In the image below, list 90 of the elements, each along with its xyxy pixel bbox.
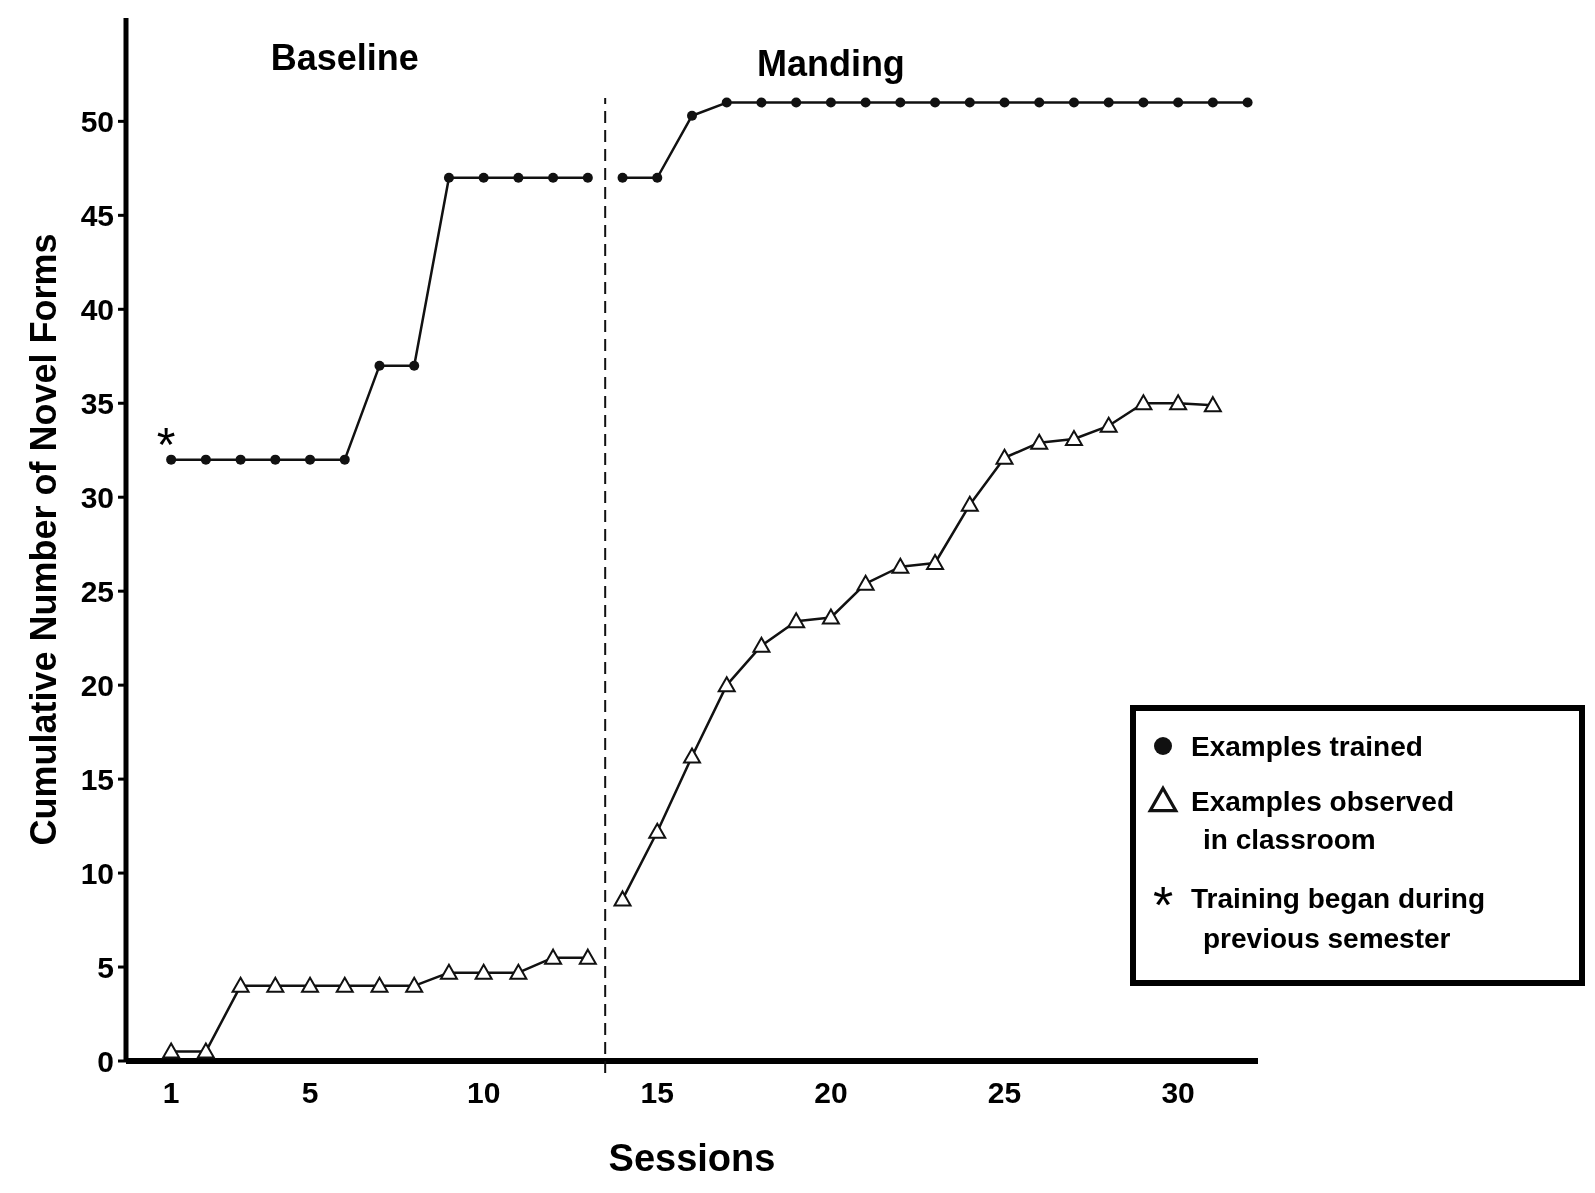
text: *	[1152, 876, 1174, 934]
point	[1134, 394, 1153, 411]
x-tick-label: 5	[301, 1076, 319, 1109]
y-tick-label: 30	[80, 480, 114, 514]
annotation: Training began during previous semester	[1191, 883, 1485, 954]
point	[339, 454, 350, 465]
point	[860, 97, 871, 108]
y-tick-label: 5	[97, 950, 114, 984]
legend-label: Examples observed in classroom	[1191, 786, 1455, 855]
point	[266, 976, 285, 993]
point	[1034, 97, 1045, 108]
point	[1173, 97, 1184, 108]
point	[1099, 416, 1118, 433]
point	[1064, 429, 1083, 446]
point	[513, 172, 524, 183]
y-tick-label: 10	[80, 856, 114, 890]
point	[305, 454, 316, 465]
point	[405, 976, 424, 993]
point	[756, 97, 767, 108]
y-tick-label: 0	[97, 1044, 114, 1078]
point	[235, 454, 246, 465]
point	[578, 948, 597, 965]
point	[999, 97, 1010, 108]
point	[1068, 97, 1079, 108]
point	[1169, 394, 1188, 411]
annotation: Baseline	[270, 37, 419, 78]
point	[652, 172, 663, 183]
point	[787, 612, 806, 629]
point	[683, 747, 701, 764]
point	[439, 963, 458, 980]
y-tick-label: 15	[80, 762, 114, 796]
point	[960, 495, 979, 512]
point	[200, 454, 211, 465]
point	[474, 963, 493, 980]
point	[409, 360, 420, 371]
legend-label: Examples trained	[1191, 731, 1423, 762]
x-tick-label: 15	[640, 1076, 674, 1109]
y-tick-label: 45	[80, 198, 114, 232]
point	[752, 636, 771, 653]
point	[964, 97, 975, 108]
point	[1030, 433, 1049, 450]
x-tick-label: 25	[987, 1076, 1022, 1109]
point	[856, 574, 875, 591]
point	[995, 448, 1014, 465]
point	[231, 976, 250, 993]
point	[370, 976, 389, 993]
point	[895, 97, 906, 108]
point	[1138, 97, 1149, 108]
point	[478, 172, 489, 183]
point	[617, 172, 628, 183]
point	[270, 454, 281, 465]
x-tick-label: 1	[162, 1076, 180, 1109]
x-tick-label: 30	[1161, 1076, 1195, 1109]
annotation: *	[156, 418, 176, 471]
point	[648, 822, 667, 839]
point	[717, 676, 736, 693]
point	[821, 608, 840, 625]
x-axis-title: Sessions	[608, 1137, 776, 1179]
point	[825, 97, 836, 108]
point	[791, 97, 802, 108]
point	[613, 890, 632, 907]
x-tick-label: 10	[466, 1076, 501, 1109]
y-tick-label: 35	[80, 386, 114, 420]
point	[891, 557, 910, 574]
point	[443, 172, 454, 183]
point	[1242, 97, 1253, 108]
point	[1103, 97, 1114, 108]
point	[926, 553, 945, 570]
y-tick-label: 40	[80, 292, 114, 326]
x-tick-label: 20	[814, 1076, 848, 1109]
point	[166, 454, 177, 465]
point	[582, 172, 593, 183]
point	[162, 1042, 181, 1059]
point	[930, 97, 941, 108]
point	[548, 172, 559, 183]
y-tick-label: 20	[80, 668, 114, 702]
point	[1203, 396, 1222, 413]
point	[1207, 97, 1218, 108]
point	[687, 110, 697, 121]
y-tick-label: 50	[80, 104, 114, 138]
point	[509, 963, 528, 980]
point	[544, 948, 563, 965]
point	[721, 97, 732, 108]
point	[196, 1042, 215, 1059]
y-axis-title: Cumulative Number of Novel Forms	[23, 233, 64, 846]
point	[374, 360, 385, 371]
annotation: Manding	[756, 43, 905, 84]
y-tick-label: 25	[80, 574, 114, 608]
point	[301, 976, 320, 993]
point	[335, 976, 354, 993]
